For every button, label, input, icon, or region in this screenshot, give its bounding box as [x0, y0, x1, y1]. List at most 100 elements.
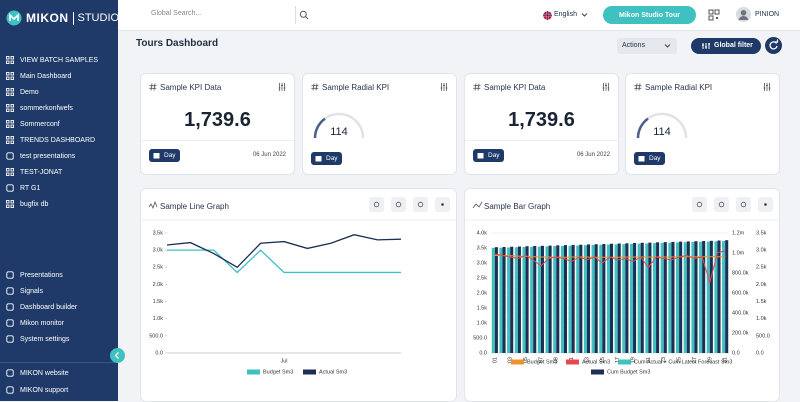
y-tick-label: 0.0 — [756, 350, 764, 356]
legend-swatch — [247, 369, 260, 375]
nav-item[interactable]: RT G1 — [6, 184, 40, 192]
bar — [617, 243, 621, 353]
nav-item[interactable]: Signals — [6, 287, 43, 295]
nav-item[interactable]: test presentations — [6, 152, 75, 160]
icon-part — [10, 204, 14, 208]
bar — [553, 246, 557, 353]
nav-item[interactable]: sommerkonfwefs — [6, 104, 73, 112]
settings-icon[interactable] — [278, 83, 286, 91]
nav-item[interactable]: Sommerconf — [6, 120, 60, 128]
icon-part — [10, 108, 14, 112]
icon-part — [6, 88, 10, 92]
actions-dropdown[interactable]: Actions — [617, 38, 677, 54]
period-button[interactable]: Day — [634, 152, 665, 165]
card-title: Sample Radial KPI — [645, 83, 713, 92]
y-tick-label: 2.0k — [756, 282, 767, 288]
nav-item[interactable]: TRENDS DASHBOARD — [6, 136, 95, 144]
y-tick-label: 1.5k — [756, 299, 767, 305]
refresh-button[interactable] — [765, 37, 782, 54]
y-tick-label: 2.5k — [756, 265, 767, 271]
bar — [614, 244, 618, 353]
icon-part — [10, 76, 14, 80]
nav-item[interactable]: bugfix db — [6, 200, 48, 208]
nav-icon — [6, 104, 14, 112]
x-tick-label: 21 — [646, 357, 652, 363]
search-input[interactable]: Global Search... — [151, 10, 202, 17]
tool-button[interactable] — [413, 197, 428, 212]
global-filter-button[interactable]: Global filter — [691, 38, 761, 54]
tool-button[interactable] — [391, 197, 406, 212]
settings-icon[interactable] — [763, 83, 771, 91]
nav-item[interactable]: MIKON website — [6, 369, 69, 377]
nav-item[interactable]: Demo — [6, 88, 39, 96]
y-tick-label: 3.5k — [153, 230, 164, 236]
bar — [660, 242, 664, 353]
x-tick-label: 09 — [554, 357, 560, 363]
y-tick-label: 3.0k — [756, 248, 767, 254]
period-button[interactable]: Day — [149, 149, 180, 162]
period-button[interactable]: Day — [311, 152, 342, 165]
filter-icon — [702, 43, 710, 49]
nav-item[interactable]: Main Dashboard — [6, 72, 71, 80]
language-select[interactable]: English — [554, 11, 577, 18]
search-icon[interactable] — [299, 10, 309, 20]
bar — [602, 244, 606, 353]
period-button[interactable]: Day — [473, 149, 504, 162]
x-tick-label: 15 — [600, 357, 606, 363]
settings-icon[interactable] — [440, 83, 448, 91]
icon-part — [10, 120, 14, 124]
icon-part — [6, 319, 14, 327]
nav-item[interactable]: Presentations — [6, 271, 63, 279]
bar — [540, 245, 544, 353]
legend-swatch — [618, 359, 631, 365]
user-name[interactable]: PINION — [755, 11, 780, 18]
nav-label: Sommerconf — [20, 120, 60, 128]
bar — [663, 242, 667, 353]
nav-icon — [6, 152, 14, 160]
kpi-value: 1,739.6 — [508, 109, 575, 131]
bar — [522, 247, 526, 353]
icon-part — [10, 88, 14, 92]
tool-button[interactable] — [714, 197, 729, 212]
nav-item[interactable]: MIKON support — [6, 386, 68, 394]
nav-item[interactable]: System settings — [6, 335, 69, 343]
nav-label: TEST-JONAT — [20, 168, 63, 176]
nav-item[interactable]: Dashboard builder — [6, 303, 77, 311]
nav-label: Demo — [20, 88, 39, 96]
icon-part — [6, 60, 10, 64]
topbar: Global Search... English Mikon Studio To… — [118, 0, 800, 31]
bar — [652, 243, 657, 353]
bar — [591, 245, 595, 353]
y-tick-label: 600.0k — [732, 290, 749, 296]
tool-icon — [764, 203, 767, 206]
legend-label: Cum Budget Sm3 — [607, 369, 650, 375]
nav-item[interactable]: TEST-JONAT — [6, 168, 62, 176]
tool-button[interactable] — [692, 197, 707, 212]
icon-part — [6, 303, 14, 311]
qr-icon[interactable] — [708, 9, 720, 21]
nav-icon — [6, 319, 14, 327]
bar — [579, 244, 583, 353]
nav-item[interactable]: VIEW BATCH SAMPLES — [6, 56, 98, 64]
avatar[interactable] — [736, 7, 751, 22]
icon-part — [6, 335, 14, 343]
nav-item[interactable]: Mikon monitor — [6, 319, 64, 327]
sidebar: MIKON STUDIO VIEW BATCH SAMPLES Main Dash… — [0, 0, 119, 401]
brand[interactable]: MIKON STUDIO — [6, 10, 119, 26]
collapse-button[interactable] — [110, 348, 125, 363]
tool-button[interactable] — [736, 197, 751, 212]
icon-part — [6, 92, 10, 96]
icon-part — [6, 369, 14, 377]
icon-part — [477, 153, 484, 159]
card-icon — [634, 83, 642, 91]
nav-icon — [6, 369, 14, 377]
icon-part — [6, 200, 10, 204]
calendar-icon — [638, 156, 645, 162]
chart-title: Sample Bar Graph — [484, 202, 550, 211]
calendar-icon — [315, 156, 322, 162]
legend-label: Actual Sm3 — [319, 369, 347, 375]
settings-icon[interactable] — [602, 83, 610, 91]
tool-icon — [740, 201, 747, 208]
tool-button[interactable] — [369, 197, 384, 212]
tour-button[interactable]: Mikon Studio Tour — [603, 6, 696, 24]
